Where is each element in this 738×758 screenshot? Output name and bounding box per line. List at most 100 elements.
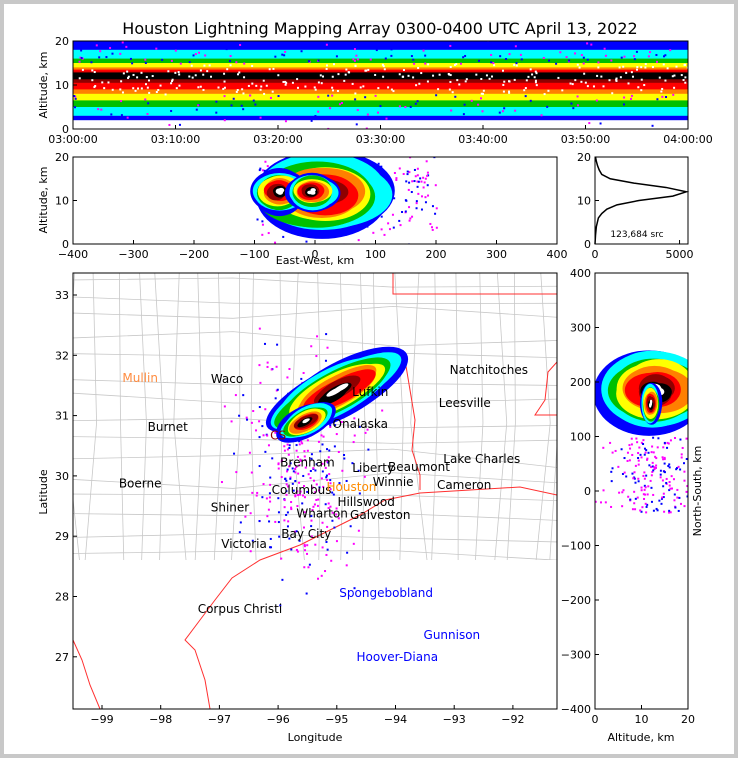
- plan-view-source-point: [258, 327, 261, 330]
- time-height-source-point: [191, 76, 194, 79]
- north-south-source-point: [631, 508, 634, 511]
- plan-view-source-point: [315, 355, 318, 358]
- east-west-source-point: [392, 226, 395, 229]
- north-south-source-point: [680, 453, 683, 456]
- north-south-source-point: [660, 502, 663, 505]
- plan-view-source-point: [326, 460, 329, 463]
- time-height-source-point: [93, 86, 96, 89]
- time-height-source-point: [174, 49, 177, 52]
- north-south-source-point: [659, 476, 662, 479]
- north-south-source-point: [652, 469, 655, 472]
- time-height-source-point: [588, 122, 591, 125]
- plan-view-source-point: [285, 490, 288, 493]
- plan-view-source-point: [239, 521, 242, 524]
- north-south-source-point: [681, 446, 684, 449]
- time-height-source-point: [356, 58, 359, 61]
- time-height-source-point: [317, 81, 320, 84]
- time-height-source-point: [514, 45, 517, 48]
- time-height-source-point: [81, 68, 84, 71]
- plan-view-source-point: [248, 451, 251, 454]
- north-south-source-point: [646, 458, 649, 461]
- plan-view-source-point: [290, 501, 293, 504]
- plan-view-source-point: [317, 577, 320, 580]
- time-height-source-point: [382, 65, 385, 68]
- plan-view-source-point: [314, 491, 317, 494]
- time-height-source-point: [662, 63, 665, 66]
- time-height-source-point: [684, 81, 687, 84]
- time-height-source-point: [331, 86, 334, 89]
- time-height-source-point: [284, 120, 287, 123]
- plan-view-source-point: [285, 479, 288, 482]
- y-tick-label: 10: [577, 195, 591, 208]
- east-west-source-point: [340, 132, 342, 134]
- plan-view-source-point: [299, 490, 302, 493]
- north-south-source-point: [660, 497, 663, 500]
- plan-view-source-point: [289, 462, 292, 465]
- time-height-source-point: [111, 88, 114, 91]
- plan-view-source-point: [329, 479, 332, 482]
- time-height-source-point: [661, 87, 664, 90]
- east-west-source-point: [263, 169, 266, 172]
- plan-view-source-point: [317, 498, 320, 501]
- time-height-source-point: [353, 48, 356, 51]
- time-height-source-point: [260, 85, 263, 88]
- altitude-histogram-line: [594, 156, 690, 245]
- time-height-source-point: [580, 80, 583, 83]
- time-height-source-point: [673, 86, 676, 89]
- east-west-source-point: [414, 175, 417, 178]
- plan-view-source-point: [285, 513, 288, 516]
- time-height-source-point: [91, 79, 94, 82]
- plan-view-source-point: [315, 483, 318, 486]
- north-south-source-point: [650, 486, 653, 489]
- time-height-source-point: [387, 86, 390, 89]
- time-height-source-point: [622, 65, 625, 68]
- east-west-source-point: [266, 165, 269, 168]
- storm-blob: [265, 346, 409, 443]
- time-height-source-point: [197, 86, 200, 89]
- time-height-source-point: [600, 75, 603, 78]
- time-height-source-point: [118, 26, 120, 28]
- time-height-source-point: [453, 63, 456, 66]
- plan-view-source-point: [303, 543, 306, 546]
- east-west-source-point: [387, 222, 390, 225]
- east-west-source-point: [413, 180, 416, 183]
- north-south-source-point: [652, 451, 655, 454]
- y-tick-label: 20: [55, 151, 69, 164]
- plan-view-map: Mullin Waco Burnet Boerne Shiner Victoria Corp…: [73, 273, 557, 709]
- plan-view-source-point: [324, 503, 327, 506]
- plan-view-source-point: [249, 550, 252, 553]
- time-height-source-point: [78, 77, 81, 80]
- time-height-source-point: [74, 97, 77, 100]
- time-height-source-point: [199, 85, 202, 88]
- time-height-source-point: [599, 122, 602, 125]
- north-south-source-point: [602, 446, 605, 449]
- x-tick-label: −92: [501, 713, 524, 726]
- time-height-source-point: [314, 115, 317, 118]
- plan-view-source-point: [303, 566, 306, 569]
- plan-view-source-point: [321, 546, 324, 549]
- north-south-source-point: [653, 467, 656, 470]
- time-height-source-point: [343, 79, 346, 82]
- plan-view-source-point: [286, 468, 289, 471]
- time-height-source-point: [241, 88, 244, 91]
- plan-view-source-point: [258, 436, 261, 439]
- time-height-source-point: [375, 49, 378, 52]
- plan-view-source-point: [304, 459, 307, 462]
- plan-view-source-point: [340, 421, 343, 424]
- time-height-source-point: [513, 78, 516, 81]
- plan-view-source-point: [310, 457, 313, 460]
- north-south-source-point: [647, 451, 650, 454]
- east-west-source-point: [395, 177, 398, 180]
- plan-view-source-point: [300, 459, 303, 462]
- time-height-source-point: [519, 53, 522, 56]
- plan-view-source-point: [312, 505, 315, 508]
- time-height-source-point: [249, 94, 252, 97]
- city-label: Hillswood: [337, 495, 394, 509]
- time-height-source-point: [374, 73, 377, 76]
- city-label: Shiner: [211, 500, 250, 514]
- plan-view-source-point: [311, 508, 314, 511]
- time-height-source-point: [415, 84, 418, 87]
- plan-view-source-point: [324, 570, 327, 573]
- north-south-source-point: [643, 477, 646, 480]
- time-height-source-point: [79, 130, 81, 132]
